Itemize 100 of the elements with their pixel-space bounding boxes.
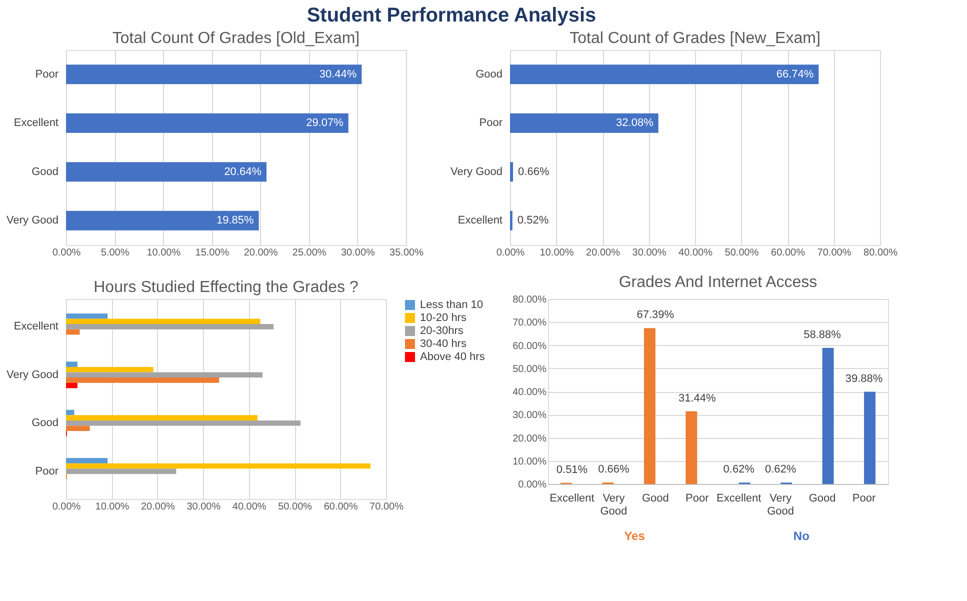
bar xyxy=(864,392,876,484)
bar xyxy=(66,415,258,420)
bar xyxy=(66,382,78,388)
data-label: 19.85% xyxy=(216,214,254,227)
bar xyxy=(66,372,263,378)
x-tick-label: Poor xyxy=(852,492,876,504)
data-label: 20.64% xyxy=(224,166,262,178)
x-tick-label: Excellent xyxy=(550,492,594,504)
x-tick-label: 80.00% xyxy=(864,248,898,258)
legend-label: 10-20 hrs xyxy=(420,312,467,324)
x-tick-label: 25.00% xyxy=(292,248,326,258)
y-tick-label: Excellent xyxy=(458,214,502,227)
y-tick-label: 80.00% xyxy=(512,294,547,306)
y-tick-label: Very Good xyxy=(450,166,502,178)
bar xyxy=(510,162,514,182)
y-tick-label: Very Good xyxy=(6,214,58,227)
bar xyxy=(66,324,274,330)
bar xyxy=(644,328,656,484)
x-tick-label: Good xyxy=(808,492,836,504)
bar xyxy=(66,362,78,367)
chart-title: Total Count Of Grades [Old_Exam] xyxy=(112,30,360,47)
y-tick-label: Excellent xyxy=(14,117,58,130)
x-tick-label: 60.00% xyxy=(324,502,358,512)
x-tick-label: 0.00% xyxy=(52,502,81,512)
bar xyxy=(510,113,658,133)
bar xyxy=(66,458,108,464)
x-tick-label: Poor xyxy=(686,492,710,504)
x-tick-label: Very Good xyxy=(767,492,794,518)
legend-label: 30-40 hrs xyxy=(420,338,467,350)
data-label: 0.51% xyxy=(556,464,588,476)
data-label: 32.08% xyxy=(616,117,654,130)
x-tick-label: 30.00% xyxy=(340,248,375,258)
y-tick-label: 20.00% xyxy=(512,433,547,444)
bar xyxy=(66,210,259,230)
data-label: 58.88% xyxy=(804,328,842,341)
x-tick-label: 20.00% xyxy=(244,248,278,258)
text: No xyxy=(793,529,810,543)
y-tick-label: Poor xyxy=(35,465,59,478)
x-tick-label: 20.00% xyxy=(586,248,620,258)
x-tick-label: 20.00% xyxy=(140,502,175,512)
x-tick-label: 10.00% xyxy=(146,248,181,258)
x-tick-label: 50.00% xyxy=(278,502,312,512)
y-tick-label: 10.00% xyxy=(512,456,547,468)
legend-label: Above 40 hrs xyxy=(420,351,486,363)
legend-label: Less than 10 xyxy=(420,299,483,311)
bar xyxy=(66,410,74,416)
y-tick-label: 70.00% xyxy=(512,318,547,329)
y-tick-label: Good xyxy=(32,417,58,430)
y-tick-label: Poor xyxy=(35,68,59,80)
bar xyxy=(66,366,154,372)
bar xyxy=(66,463,370,469)
data-label: 0.62% xyxy=(723,464,755,476)
y-tick-label: Excellent xyxy=(14,320,58,333)
data-label: 0.66% xyxy=(598,463,630,476)
data-label: 66.74% xyxy=(776,68,814,80)
data-label: 0.52% xyxy=(517,214,549,227)
chart-title: Grades And Internet Access xyxy=(618,274,818,291)
data-label: 67.39% xyxy=(636,309,674,322)
x-tick-label: 10.00% xyxy=(540,248,574,258)
text: Student Performance Analysis xyxy=(306,4,596,26)
x-tick-label: 5.00% xyxy=(100,248,130,258)
bar xyxy=(66,64,362,84)
x-tick-label: 0.00% xyxy=(52,248,81,258)
data-label: 39.88% xyxy=(845,372,883,385)
bar xyxy=(66,426,90,432)
data-label: 30.44% xyxy=(319,68,357,80)
y-tick-label: Poor xyxy=(479,117,503,130)
data-label: 0.66% xyxy=(518,166,550,178)
bar xyxy=(66,113,348,133)
x-tick-label: 35.00% xyxy=(390,248,424,258)
y-tick-label: 40.00% xyxy=(512,387,547,398)
bar xyxy=(66,318,260,324)
bar xyxy=(66,468,176,474)
x-tick-label: 50.00% xyxy=(724,248,759,258)
x-tick-label: 70.00% xyxy=(817,248,852,258)
x-tick-label: 30.00% xyxy=(186,502,221,512)
bar xyxy=(66,313,108,319)
bar xyxy=(686,411,698,484)
x-tick-label: Excellent xyxy=(716,492,762,504)
y-tick-label: Good xyxy=(476,68,502,80)
bar xyxy=(66,162,267,182)
y-tick-label: Very Good xyxy=(6,368,58,381)
x-tick-label: 15.00% xyxy=(195,248,230,258)
data-label: 29.07% xyxy=(306,117,344,130)
y-tick-label: 30.00% xyxy=(512,410,547,422)
y-tick-label: Good xyxy=(32,166,58,178)
bar xyxy=(510,64,819,84)
chart-title: Hours Studied Effecting the Grades ? xyxy=(94,279,358,296)
x-tick-label: 40.00% xyxy=(678,248,713,258)
bar xyxy=(66,420,301,426)
x-tick-label: Very Good xyxy=(600,492,628,518)
x-tick-label: 70.00% xyxy=(370,502,404,512)
x-tick-label: 10.00% xyxy=(95,502,130,512)
text: Yes xyxy=(624,529,646,543)
x-tick-label: Good xyxy=(642,492,669,504)
y-tick-label: 0.00% xyxy=(518,480,547,490)
bar xyxy=(66,329,80,335)
data-label: 31.44% xyxy=(678,392,716,404)
y-tick-label: 60.00% xyxy=(512,340,547,352)
data-label: 0.62% xyxy=(764,464,796,476)
